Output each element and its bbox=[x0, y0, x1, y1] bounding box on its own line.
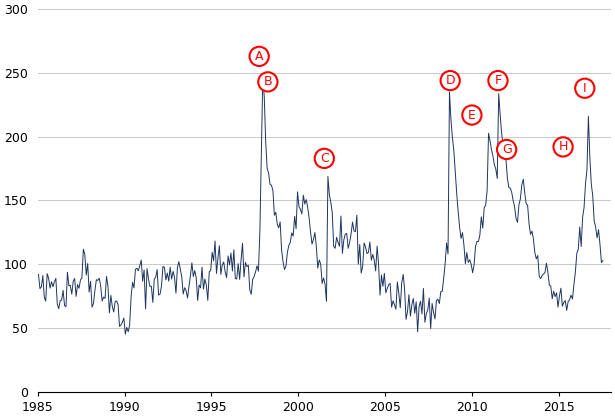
Text: A: A bbox=[255, 50, 263, 63]
Text: G: G bbox=[502, 143, 512, 156]
Text: C: C bbox=[320, 152, 328, 165]
Text: F: F bbox=[494, 74, 501, 87]
Text: B: B bbox=[264, 75, 272, 88]
Text: E: E bbox=[468, 109, 476, 122]
Text: H: H bbox=[558, 140, 568, 153]
Text: I: I bbox=[583, 82, 587, 95]
Text: D: D bbox=[445, 74, 455, 87]
